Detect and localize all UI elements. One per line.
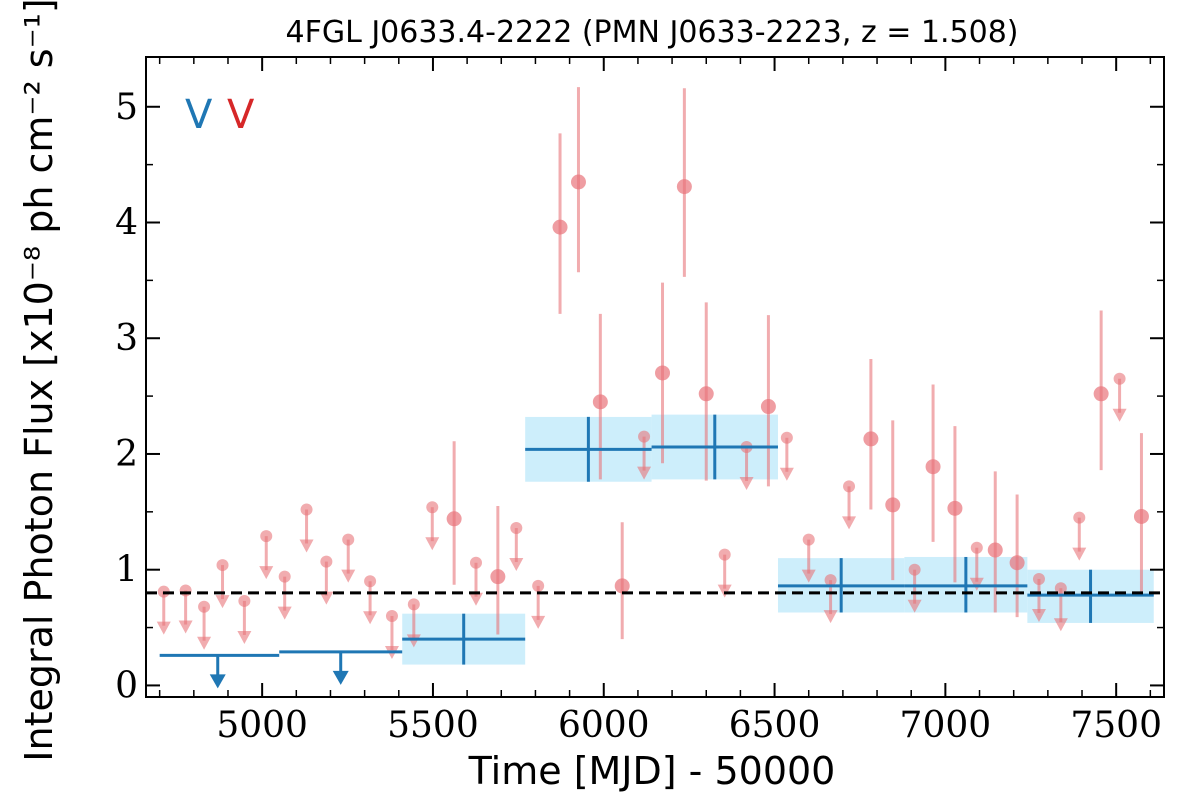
upper-limit-point (260, 530, 273, 543)
upper-limit-point (278, 570, 291, 583)
upper-limit-arrow (969, 577, 984, 591)
axis-ticks: 5000 5500 6000 6500 7000 7500 0 1 2 3 4 5 (115, 57, 1164, 746)
upper-limit-arrow (509, 558, 524, 572)
upper-limit-arrow (237, 630, 252, 644)
upper-limit-arrow (468, 592, 483, 606)
y-tick-label: 0 (115, 665, 138, 706)
x-tick-label: 6500 (729, 705, 821, 746)
upper-limit-point (364, 575, 377, 588)
data-point (925, 459, 941, 475)
upper-limit-point (1113, 372, 1126, 385)
upper-limit-point (198, 600, 211, 613)
y-tick-label: 1 (115, 550, 138, 591)
plot-frame (145, 56, 1165, 698)
upper-limit-point (970, 541, 983, 554)
upper-limit-arrow (363, 611, 378, 625)
upper-limit-arrow (259, 566, 274, 580)
upper-limit-point (824, 574, 837, 587)
data-point (885, 497, 901, 513)
x-axis-label: Time [MJD] - 50000 (468, 749, 836, 793)
upper-limit-arrow (425, 537, 440, 551)
y-tick-label: 4 (115, 202, 138, 243)
bin-upper-limit-arrow (332, 670, 349, 685)
data-point (655, 365, 671, 381)
upper-limit-point (780, 431, 793, 444)
upper-limit-arrow (215, 595, 230, 609)
x-tick-label: 7500 (1070, 705, 1162, 746)
upper-limit-arrow (1072, 547, 1087, 561)
upper-limit-point (426, 501, 439, 514)
upper-limit-arrow (156, 621, 171, 635)
upper-limit-point (908, 563, 921, 576)
upper-limit-arrow (739, 477, 754, 491)
x-tick-label: 7000 (900, 705, 992, 746)
x-tick-label: 6000 (558, 705, 650, 746)
plot-area (146, 87, 1164, 689)
data-point (446, 511, 462, 527)
upper-limit-arrow (299, 539, 314, 553)
upper-limit-arrow (319, 591, 334, 605)
x-tick-label: 5000 (216, 705, 308, 746)
upper-limit-point (532, 579, 545, 592)
upper-limit-point (342, 533, 355, 546)
upper-limit-point (320, 555, 333, 568)
upper-limit-arrow (842, 516, 857, 530)
upper-limit-point (407, 598, 420, 611)
data-point (760, 399, 776, 415)
data-point (570, 174, 586, 190)
data-point (676, 179, 692, 195)
y-tick-label: 2 (115, 434, 138, 475)
chart-title: 4FGL J0633.4-2222 (PMN J0633-2223, z = 1… (285, 15, 1018, 50)
upper-limit-point (238, 594, 251, 607)
data-point (1009, 555, 1025, 571)
upper-limit-arrow (178, 620, 193, 634)
bin-upper-limit-arrow (209, 674, 226, 689)
upper-limit-point (510, 522, 523, 535)
upper-limit-arrow (779, 467, 794, 481)
data-point (490, 569, 506, 585)
upper-limit-arrow (531, 615, 546, 629)
upper-limit-point (1073, 511, 1086, 524)
x-tick-label: 5500 (387, 705, 479, 746)
upper-limit-point (843, 480, 856, 493)
y-tick-label: 5 (115, 87, 138, 128)
upper-limit-arrow (717, 584, 732, 598)
upper-limit-arrow (197, 636, 212, 650)
data-point (698, 386, 714, 402)
upper-limit-point (300, 503, 313, 516)
upper-limit-point (179, 584, 192, 597)
upper-limit-point (638, 430, 651, 443)
data-point (592, 394, 608, 410)
upper-limit-point (469, 556, 482, 569)
data-point (614, 578, 630, 594)
upper-limit-arrow (1053, 618, 1068, 632)
upper-limit-point (216, 559, 229, 572)
upper-limit-point (385, 609, 398, 622)
upper-limit-arrow (801, 569, 816, 583)
upper-limit-point (1054, 582, 1067, 595)
upper-limit-arrow (907, 599, 922, 613)
legend-red-label: V (227, 92, 255, 138)
upper-limit-arrow (823, 610, 838, 624)
y-tick-label: 3 (115, 318, 138, 359)
upper-limit-arrow (637, 466, 652, 480)
data-point (863, 431, 879, 447)
upper-limit-arrow (1112, 408, 1127, 422)
data-point (947, 500, 963, 516)
upper-limit-arrow (277, 606, 292, 620)
upper-limit-point (1032, 572, 1045, 585)
data-point (1093, 386, 1109, 402)
legend-blue-label: V (185, 92, 213, 138)
data-point (552, 219, 568, 235)
data-point (1133, 508, 1149, 524)
data-point (987, 542, 1003, 558)
upper-limit-arrow (1031, 608, 1046, 622)
upper-limit-arrow (341, 569, 356, 583)
upper-limit-point (802, 533, 815, 546)
upper-limit-point (718, 548, 731, 561)
y-axis-label: Integral Photon Flux [x10⁻⁸ ph cm⁻² s⁻¹] (17, 0, 61, 762)
